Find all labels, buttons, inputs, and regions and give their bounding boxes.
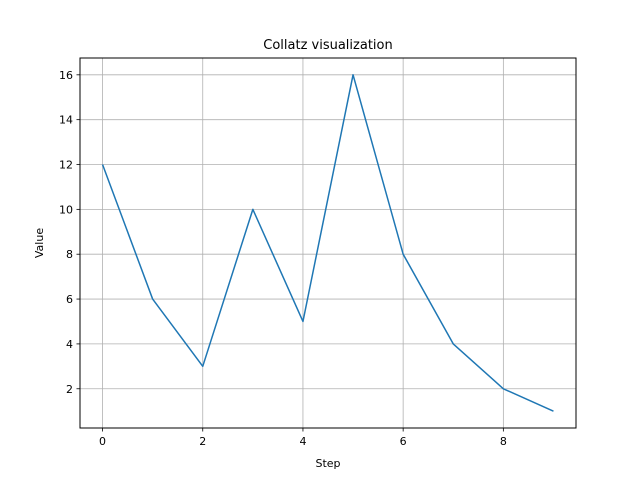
x-tick-label: 8: [500, 435, 507, 448]
plot-frame: [79, 57, 577, 429]
y-tick-label: 14: [59, 114, 73, 127]
y-tick-label: 8: [66, 248, 73, 261]
x-tick-label: 6: [400, 435, 407, 448]
y-tick-label: 6: [66, 293, 73, 306]
y-tick-label: 12: [59, 159, 73, 172]
series-layer: [101, 74, 554, 412]
y-tick-label: 2: [66, 383, 73, 396]
series-line: [101, 74, 554, 412]
chart-title: Collatz visualization: [263, 38, 392, 53]
x-tick-label: 4: [299, 435, 306, 448]
y-tick-label: 10: [59, 203, 73, 216]
x-axis-label: Step: [315, 457, 340, 470]
x-tick-label: 0: [99, 435, 106, 448]
y-axis-label: Value: [33, 228, 46, 258]
y-tick-label: 16: [59, 69, 73, 82]
y-tick-label: 4: [66, 338, 73, 351]
grid: [80, 58, 576, 428]
ticks: 0 2 4 6 8 2 4 6 8 10 12 14 16: [59, 69, 507, 448]
x-tick-label: 2: [199, 435, 206, 448]
